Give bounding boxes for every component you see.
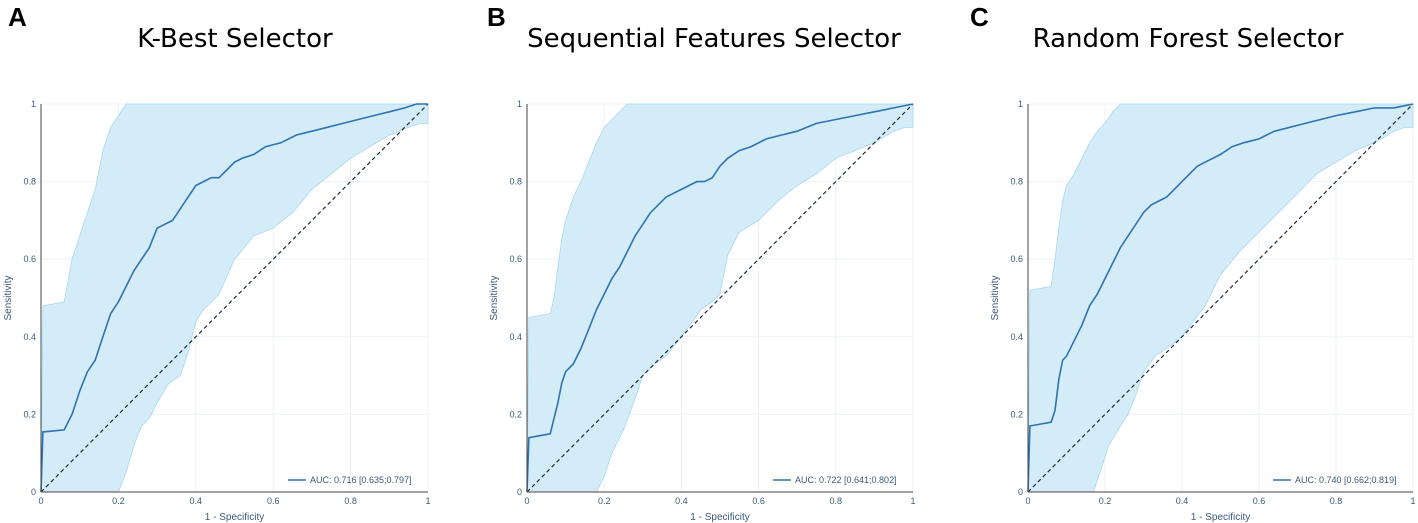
chart-title: Sequential Features Selector xyxy=(527,24,901,54)
x-tick-label: 0 xyxy=(38,496,43,506)
y-tick-label: 0 xyxy=(517,487,522,497)
y-tick-label: 1 xyxy=(517,99,522,109)
panel-b: B Sequential Features Selector 0 0.2 0.4 0.… xyxy=(479,0,949,523)
chart-title: K-Best Selector xyxy=(137,24,333,54)
y-tick-label: 1 xyxy=(31,99,36,109)
x-tick-label: 0.4 xyxy=(190,496,203,506)
x-tick-label: 0.8 xyxy=(830,496,843,506)
legend-label: AUC: 0.716 [0.635;0.797] xyxy=(310,475,412,485)
x-tick-label: 0 xyxy=(1025,496,1030,506)
roc-curve xyxy=(40,103,428,493)
chance-line xyxy=(526,103,914,493)
y-tick-label: 0 xyxy=(31,487,36,497)
x-tick-label: 0.2 xyxy=(1099,496,1112,506)
panel-a: A K-Best Selector 0 0.2 0.4 0.6 0.8 1 0 0.2 0.4 0… xyxy=(0,0,470,523)
y-tick-label: 0 xyxy=(1018,487,1023,497)
y-tick-label: 0.6 xyxy=(509,254,522,264)
x-tick-label: 0.4 xyxy=(1176,496,1189,506)
y-tick-label: 1 xyxy=(1018,99,1023,109)
x-tick-label: 0.6 xyxy=(752,496,765,506)
x-axis-title: 1 - Specificity xyxy=(205,512,264,523)
confidence-band xyxy=(40,103,429,493)
panel-letter: B xyxy=(487,2,506,32)
legend-label: AUC: 0.740 [0.662;0.819] xyxy=(1295,475,1397,485)
roc-curve xyxy=(1027,103,1414,493)
y-axis-title: Sensitivity xyxy=(489,275,500,320)
x-tick-label: 0.6 xyxy=(1253,496,1266,506)
roc-chart: 0 0.2 0.4 0.6 0.8 1 0 0.2 0.4 0.6 0.8 1 1 - Specific… xyxy=(990,99,1416,523)
chance-line xyxy=(40,103,429,493)
y-tick-label: 0.4 xyxy=(23,332,36,342)
y-tick-label: 0.4 xyxy=(1010,332,1023,342)
legend-label: AUC: 0.722 [0.641;0.802] xyxy=(795,475,897,485)
y-tick-label: 0.8 xyxy=(1010,177,1023,187)
chance-line xyxy=(1027,103,1414,493)
y-axis-title: Sensitivity xyxy=(990,275,1001,320)
x-tick-label: 1 xyxy=(910,496,915,506)
panel-letter: A xyxy=(8,2,27,32)
y-tick-label: 0.4 xyxy=(509,332,522,342)
x-tick-label: 0.2 xyxy=(598,496,611,506)
y-tick-label: 0.2 xyxy=(509,409,522,419)
chart-title: Random Forest Selector xyxy=(1032,24,1344,54)
x-tick-label: 0.4 xyxy=(675,496,688,506)
x-axis-title: 1 - Specificity xyxy=(1191,512,1250,523)
x-tick-label: 1 xyxy=(1410,496,1415,506)
y-tick-label: 0.2 xyxy=(1010,409,1023,419)
y-tick-label: 0.6 xyxy=(23,254,36,264)
roc-chart: 0 0.2 0.4 0.6 0.8 1 0 0.2 0.4 0.6 0.8 1 1 - Specific… xyxy=(3,99,431,523)
x-tick-label: 0.8 xyxy=(344,496,357,506)
x-tick-label: 0 xyxy=(524,496,529,506)
roc-curve xyxy=(526,103,914,493)
x-tick-label: 1 xyxy=(425,496,430,506)
y-tick-label: 0.2 xyxy=(23,409,36,419)
roc-chart: 0 0.2 0.4 0.6 0.8 1 0 0.2 0.4 0.6 0.8 1 1 - Specific… xyxy=(489,99,916,523)
panel-c: C Random Forest Selector 0 0.2 0.4 0.6 0.8 1 0… xyxy=(958,0,1418,523)
x-tick-label: 0.6 xyxy=(267,496,280,506)
x-axis-title: 1 - Specificity xyxy=(690,512,749,523)
panel-letter: C xyxy=(970,2,989,32)
y-tick-label: 0.6 xyxy=(1010,254,1023,264)
x-tick-label: 0.8 xyxy=(1330,496,1343,506)
y-tick-label: 0.8 xyxy=(23,177,36,187)
y-axis-title: Sensitivity xyxy=(3,275,14,320)
y-tick-label: 0.8 xyxy=(509,177,522,187)
x-tick-label: 0.2 xyxy=(112,496,125,506)
